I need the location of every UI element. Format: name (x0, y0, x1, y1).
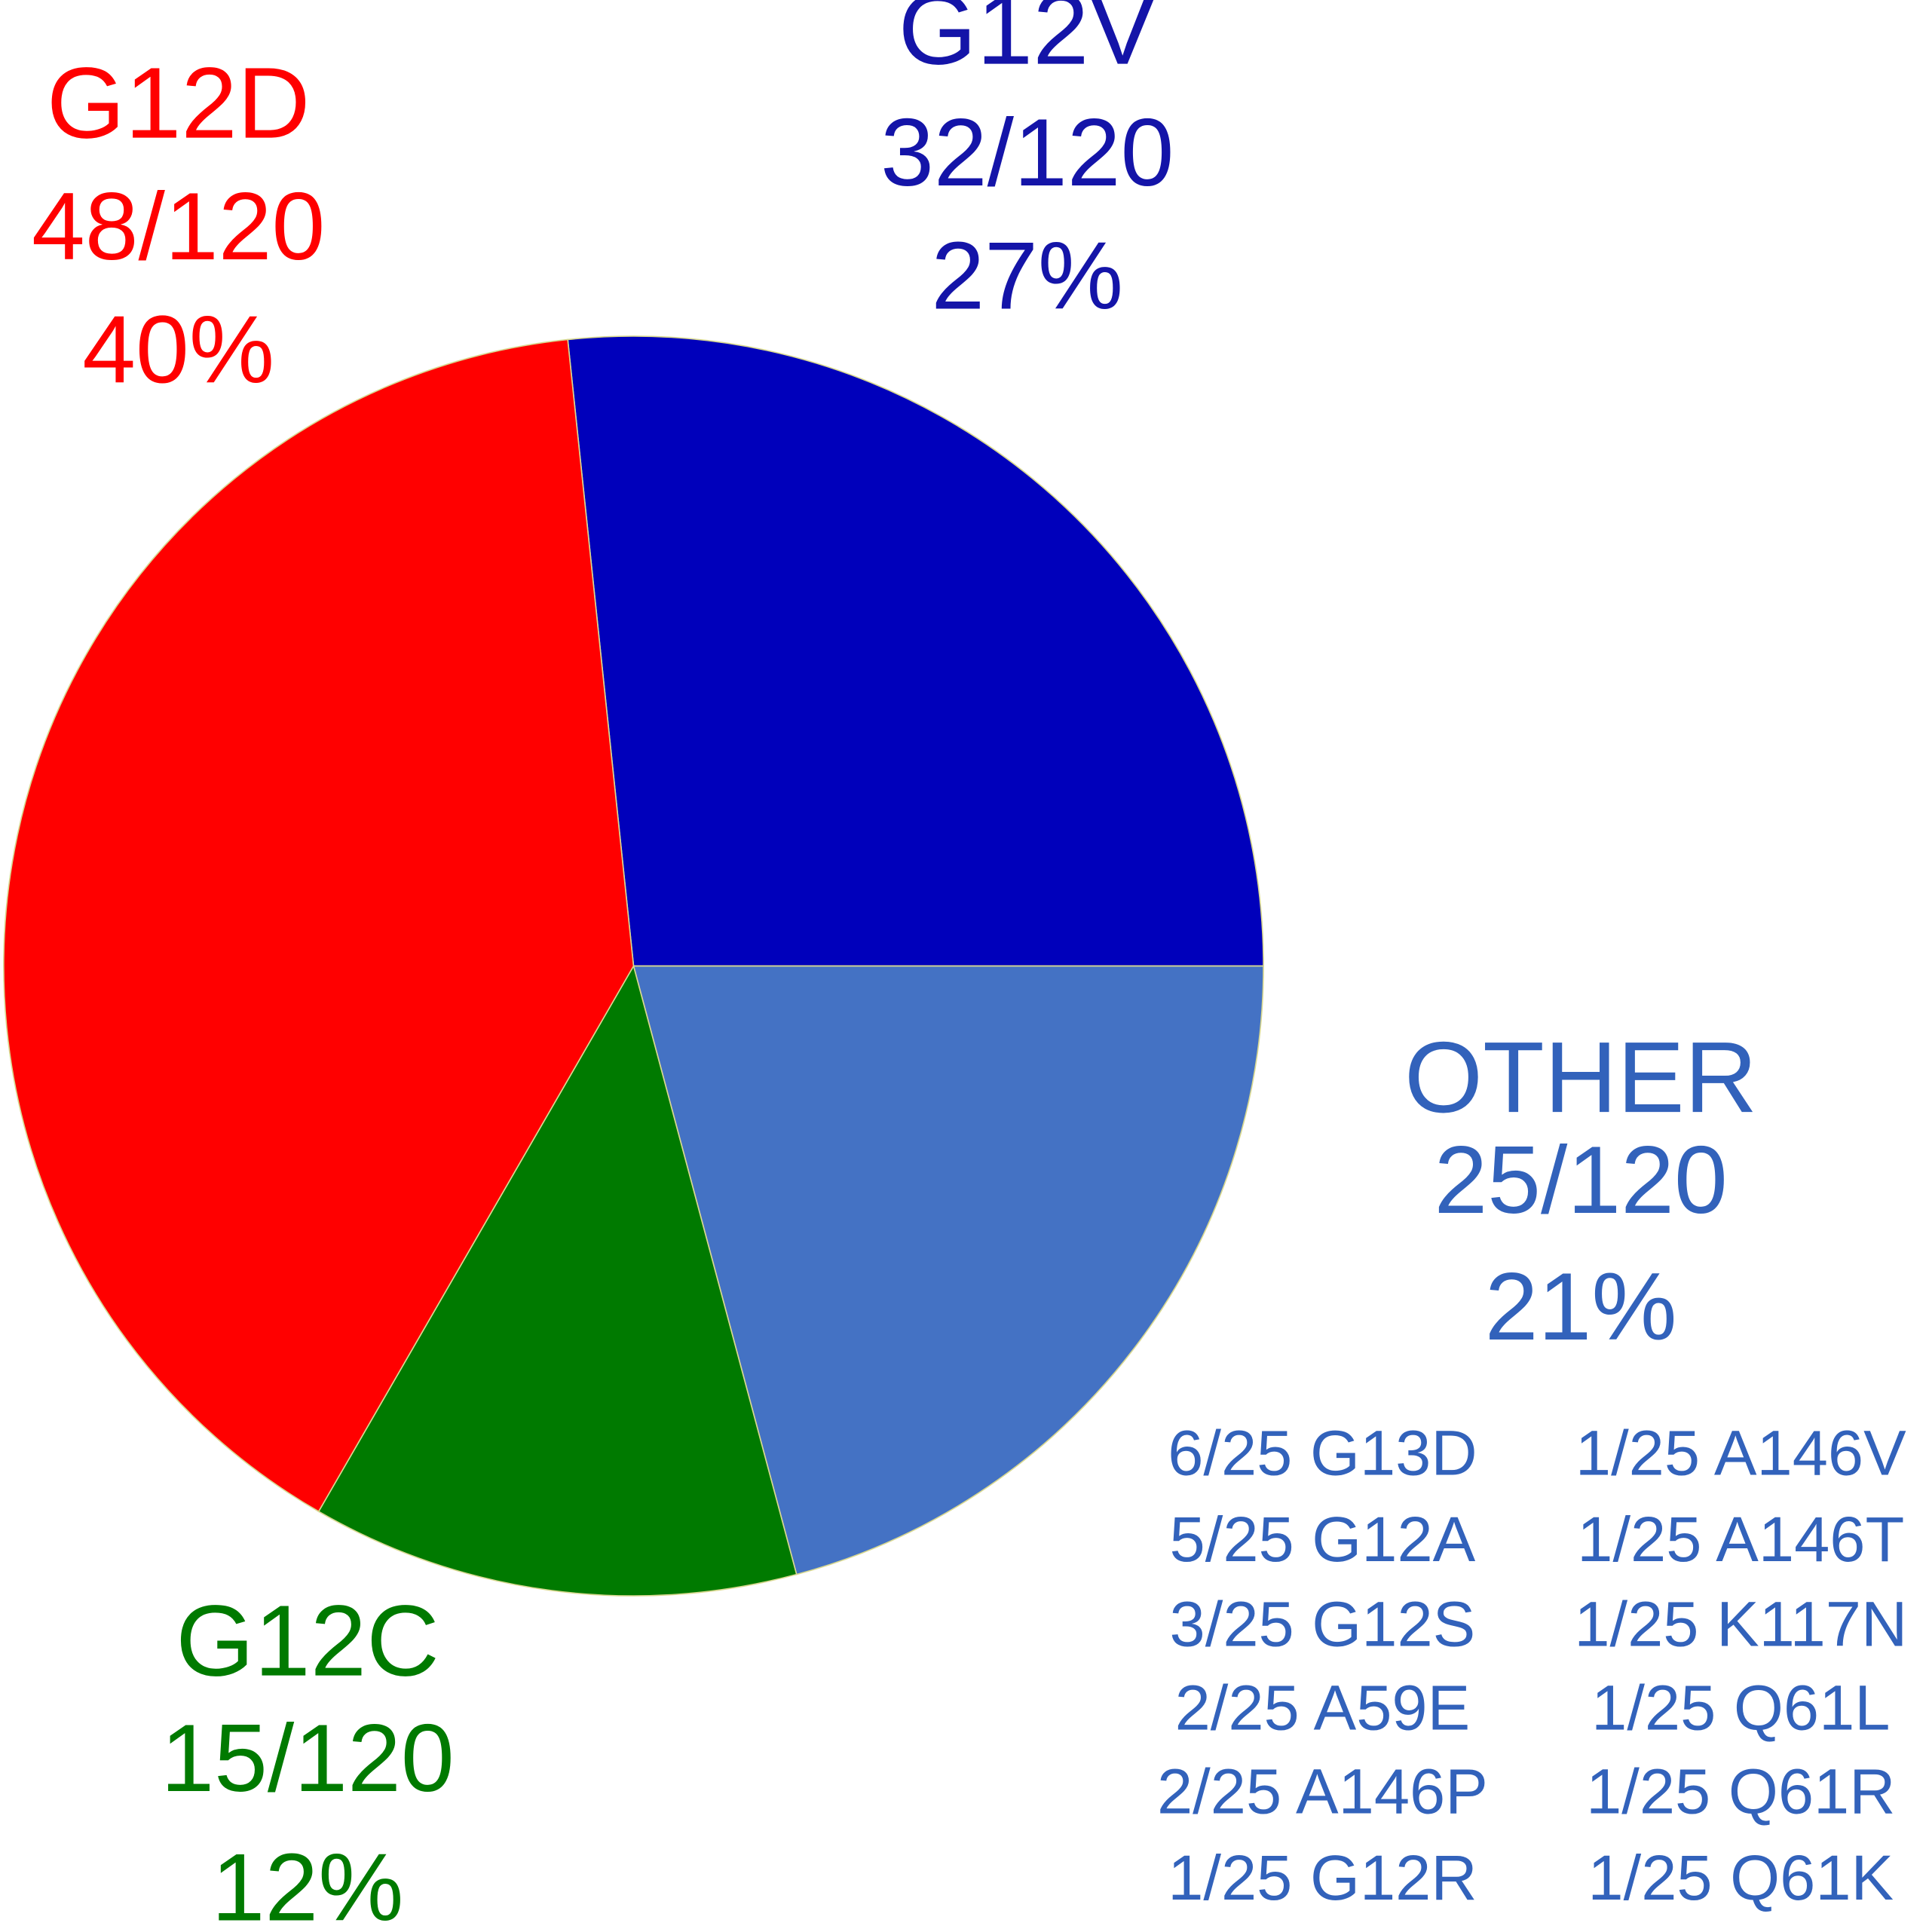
other-breakdown-item: 1/25 G12R (1168, 1842, 1477, 1913)
slice-percent: 27% (931, 222, 1123, 329)
other-breakdown-item: 6/25 G13D (1168, 1417, 1477, 1489)
other-breakdown-item: 1/25 A146T (1577, 1503, 1904, 1575)
other-breakdown-item: 1/25 Q61R (1586, 1756, 1895, 1827)
slice-label: G12D (47, 47, 311, 160)
other-breakdown-item: 1/25 A146V (1575, 1417, 1906, 1489)
pie-slice (3, 338, 635, 1513)
other-breakdown-item: 1/25 Q61L (1591, 1672, 1890, 1744)
slice-count: 15/120 (161, 1704, 454, 1811)
slice-percent: 12% (212, 1833, 404, 1932)
other-breakdown-item: 1/25 Q61K (1588, 1842, 1894, 1913)
other-breakdown-item: 2/25 A59E (1175, 1672, 1471, 1744)
other-breakdown-item: 1/25 K117N (1574, 1588, 1907, 1660)
other-breakdown-item: 5/25 G12A (1170, 1503, 1476, 1575)
slice-label: G12C (176, 1585, 439, 1698)
other-breakdown-item: 2/25 A146P (1157, 1756, 1488, 1827)
other-breakdown-item: 3/25 G12S (1170, 1588, 1476, 1660)
slice-percent: 40% (82, 295, 274, 403)
slice-label: OTHER (1404, 1021, 1757, 1134)
pie-slice (567, 335, 1264, 967)
pie-slice (632, 965, 1264, 1575)
slice-label: G12V (899, 0, 1156, 86)
pie-slice (317, 964, 798, 1597)
slice-percent: 21% (1485, 1253, 1677, 1360)
slice-count: 48/120 (32, 173, 325, 280)
slice-count: 32/120 (880, 99, 1174, 206)
slice-count: 25/120 (1434, 1126, 1727, 1233)
